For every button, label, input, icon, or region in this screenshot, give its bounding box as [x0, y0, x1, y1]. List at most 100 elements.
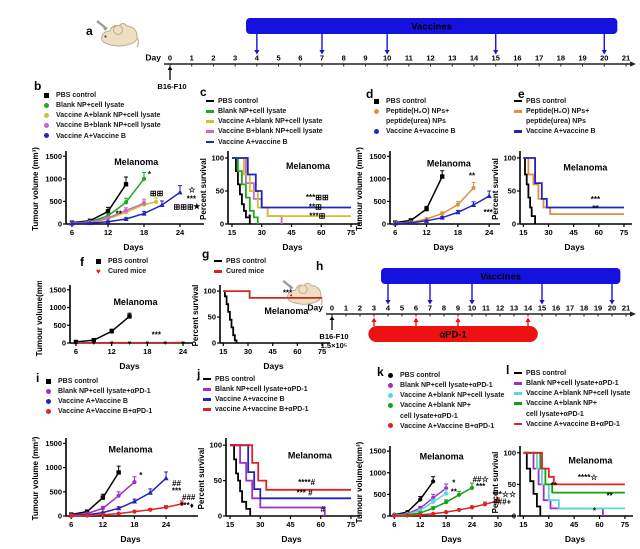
- svg-text:*: *: [452, 479, 456, 488]
- legend-label: PBS control: [526, 370, 567, 377]
- svg-text:###: ###: [182, 493, 196, 502]
- chart-tumour-volume-b: 6 12 18 24 0 500 1000 1500 Days Tumour volume (mm…: [30, 147, 210, 252]
- svg-text:6: 6: [392, 520, 396, 529]
- legend-panel-i: PBS control Blank NP+cell lysate+αPD-1 Vac…: [46, 377, 208, 418]
- svg-text:♥: ♥: [181, 340, 185, 347]
- svg-text:♥: ♥: [163, 340, 167, 347]
- svg-text:αPD-1: αPD-1: [439, 330, 467, 341]
- legend-marker-dot: [374, 127, 383, 136]
- svg-text:75: 75: [620, 228, 628, 237]
- svg-text:60: 60: [317, 228, 325, 237]
- svg-text:*** #: *** #: [297, 488, 314, 497]
- svg-text:3: 3: [233, 54, 237, 63]
- chart-survival-l: 15 30 45 60 75 0 50 100 Days Percent survival Mela…: [490, 442, 639, 544]
- legend-item: PBS control: [374, 97, 506, 107]
- legend-item: Vaccine A+blank NP+cell lysate: [514, 389, 640, 399]
- svg-text:4: 4: [386, 304, 391, 313]
- svg-text:Days: Days: [281, 534, 302, 544]
- legend-marker-line: [206, 107, 215, 116]
- svg-text:***☆☆: ***☆☆: [493, 490, 518, 499]
- svg-text:5: 5: [276, 54, 280, 63]
- svg-text:500: 500: [49, 487, 62, 496]
- legend-panel-e: PBS control Peptide(H₂O) NPs+ peptide(ure…: [514, 97, 640, 138]
- legend-label: Blank NP+cell lysate+αPD-1: [526, 380, 619, 388]
- legend-panel-c: PBS control Blank NP+cell lysate Vaccine A…: [206, 97, 368, 148]
- legend-label: Blank NP+cell lysate+αPD-1: [400, 382, 493, 390]
- svg-text:Melanoma: Melanoma: [108, 445, 153, 455]
- legend-item: Blank NP+cell lysate: [44, 101, 210, 111]
- svg-text:1500: 1500: [45, 439, 62, 448]
- svg-text:18: 18: [130, 520, 138, 529]
- legend-item: Blank NP+cell lysate+αPD-1: [46, 387, 208, 397]
- legend-marker-square: [374, 97, 383, 106]
- svg-text:50: 50: [508, 480, 516, 489]
- legend-marker-dot: [44, 132, 53, 141]
- svg-text:Days: Days: [433, 242, 454, 252]
- svg-text:4: 4: [255, 54, 260, 63]
- legend-marker-square: [96, 257, 105, 266]
- svg-text:75: 75: [347, 228, 355, 237]
- legend-label: Blank NP+cell lysate: [218, 108, 287, 116]
- svg-text:12: 12: [107, 347, 115, 356]
- svg-text:Days: Days: [263, 361, 284, 371]
- legend-panel-l: PBS control Blank NP+cell lysate+αPD-1 Vac…: [514, 369, 640, 430]
- svg-text:Tumour volume (mm³): Tumour volume (mm³): [31, 436, 40, 520]
- svg-text:14: 14: [524, 304, 533, 313]
- svg-text:*: *: [248, 213, 252, 222]
- svg-text:100: 100: [503, 448, 516, 457]
- legend-label: Cured mice: [226, 268, 265, 276]
- svg-text:12: 12: [416, 520, 424, 529]
- svg-text:Tumour volume(mm³): Tumour volume(mm³): [35, 281, 44, 356]
- svg-text:20: 20: [600, 54, 608, 63]
- svg-text:12: 12: [496, 304, 504, 313]
- legend-marker-line: [514, 97, 523, 106]
- legend-item: Vaccine B+blank NP+cell lysate: [44, 121, 210, 131]
- svg-text:**: **: [116, 209, 123, 218]
- svg-text:50: 50: [508, 186, 516, 195]
- svg-text:2: 2: [211, 54, 215, 63]
- svg-text:100: 100: [209, 441, 222, 450]
- chart-svg: 6 12 18 24 0 500 1000 1500 Days Tumour volume(mm³…: [35, 274, 192, 371]
- legend-marker-line: [203, 405, 212, 414]
- legend-label: Vaccine A+blank NP+cell lysate: [526, 390, 631, 398]
- svg-text:500: 500: [53, 321, 66, 330]
- legend-marker-dot: [388, 391, 397, 400]
- legend-label: Vaccine A+Vaccine B+αPD-1: [400, 422, 495, 430]
- legend-marker-dot: [388, 422, 397, 431]
- svg-text:***: ***: [187, 194, 197, 203]
- svg-text:6: 6: [70, 228, 74, 237]
- svg-text:75: 75: [621, 520, 629, 529]
- svg-text:8: 8: [442, 304, 446, 313]
- chart-svg: 15 30 45 60 75 0 50 100 Days Percent survival Mela…: [199, 151, 360, 252]
- legend-label: Vaccine A+blank NP+ cell lysate+αPD-1: [400, 402, 471, 420]
- svg-text:Melanoma: Melanoma: [288, 451, 333, 461]
- svg-text:***: ***: [172, 487, 182, 496]
- legend-marker-line: [514, 379, 523, 388]
- legend-item: Vaccine B+blank NP+cell lysate: [206, 127, 368, 137]
- svg-text:♥: ♥: [74, 340, 78, 347]
- svg-text:Melanoma: Melanoma: [264, 306, 309, 316]
- legend-item: Vaccine A+vaccine B: [206, 138, 368, 148]
- svg-text:1: 1: [344, 304, 348, 313]
- legend-marker-line: [206, 127, 215, 136]
- chart-svg: 15 30 45 60 75 0 50 100 Days Percent survival Mela…: [197, 438, 360, 544]
- svg-text:***: ***: [591, 195, 601, 204]
- svg-text:18: 18: [442, 520, 450, 529]
- svg-text:****☆: ****☆: [578, 473, 598, 482]
- legend-label: PBS control: [58, 378, 99, 385]
- svg-text:13: 13: [510, 304, 518, 313]
- legend-label: Peptide(H₂O) NPs+ peptide(urea) NPs: [386, 108, 450, 126]
- svg-text:***♦: ***♦: [180, 501, 193, 510]
- legend-label: Vaccine A+vaccine B+αPD-1: [526, 420, 620, 428]
- legend-marker-line: [514, 107, 523, 116]
- legend-label: Vaccine A+blank NP+cell lysate: [218, 118, 323, 126]
- chart-survival-c: 15 30 45 60 75 0 50 100 Days Percent survival Mela…: [198, 147, 366, 252]
- legend-item: Blank NP+cell lysate+αPD-1: [203, 385, 369, 395]
- svg-text:Day: Day: [307, 303, 323, 313]
- svg-text:Melanoma: Melanoma: [420, 452, 465, 462]
- svg-text:0: 0: [382, 512, 386, 521]
- svg-text:18: 18: [143, 347, 151, 356]
- panel-letter-e: e: [518, 87, 525, 101]
- svg-text:Days: Days: [123, 242, 144, 252]
